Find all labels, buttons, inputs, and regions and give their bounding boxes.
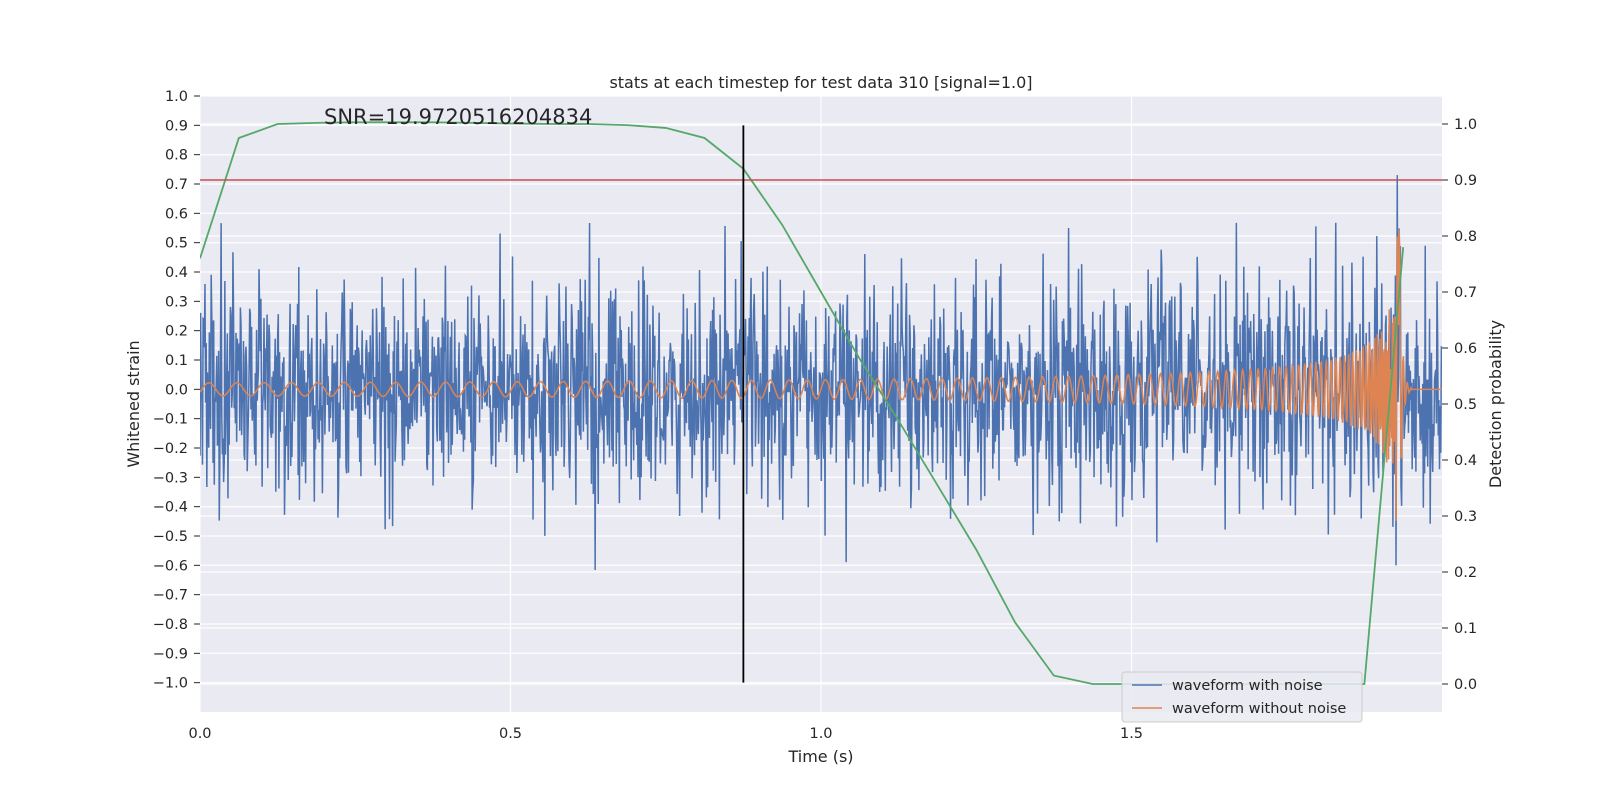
legend-label-clean: waveform without noise — [1172, 701, 1346, 717]
y-tick-label: −0.3 — [153, 470, 188, 486]
y-tick-label: 0.0 — [165, 382, 188, 398]
series-waveform-with-noise — [200, 175, 1442, 571]
chart-title: stats at each timestep for test data 310… — [609, 73, 1032, 92]
y2-tick-label: 0.7 — [1454, 285, 1477, 301]
series-waveform-without-noise — [200, 229, 1442, 521]
x-axis-label: Time (s) — [787, 747, 853, 766]
y-tick-label: −0.6 — [153, 558, 188, 574]
y2-tick-label: 0.0 — [1454, 677, 1477, 693]
y-tick-label: 0.2 — [165, 324, 188, 340]
x-tick-label: 0.5 — [499, 726, 522, 742]
y-tick-label: −0.4 — [153, 500, 188, 516]
x-tick-label: 1.0 — [809, 726, 832, 742]
y-tick-label: 0.5 — [165, 236, 188, 252]
y2-tick-label: 0.6 — [1454, 341, 1477, 357]
y2-tick-label: 0.9 — [1454, 173, 1477, 189]
snr-annotation: SNR=19.9720516204834 — [324, 105, 592, 129]
y-axis-label: Whitened strain — [124, 340, 143, 467]
y-tick-label: −0.7 — [153, 588, 188, 604]
y-tick-label: −0.8 — [153, 617, 188, 633]
y2-tick-label: 0.8 — [1454, 229, 1477, 245]
y-axis-right: 1.0 0.9 0.8 0.7 0.6 0.5 0.4 0.3 0.2 0.1 0.0 — [1442, 117, 1477, 693]
y-tick-label: −0.5 — [153, 529, 188, 545]
y-tick-label: 0.7 — [165, 177, 188, 193]
y2-axis-label: Detection probability — [1486, 320, 1505, 488]
y-tick-label: 1.0 — [165, 89, 188, 105]
y2-tick-label: 0.2 — [1454, 565, 1477, 581]
y2-tick-label: 1.0 — [1454, 117, 1477, 133]
y-tick-label: 0.3 — [165, 294, 188, 310]
y-tick-label: −0.1 — [153, 412, 188, 428]
y-tick-label: 0.9 — [165, 118, 188, 134]
y-tick-label: 0.1 — [165, 353, 188, 369]
y-tick-label: −0.9 — [153, 646, 188, 662]
y-axis-left: 1.0 0.9 0.8 0.7 0.6 0.5 0.4 0.3 0.2 0.1 0.0 −0.1 −0.… — [153, 89, 200, 692]
y-tick-label: −1.0 — [153, 676, 188, 692]
y2-tick-label: 0.1 — [1454, 621, 1477, 637]
y-tick-label: 0.8 — [165, 148, 188, 164]
legend: waveform with noise waveform without noi… — [1121, 671, 1363, 723]
y-tick-label: 0.4 — [165, 265, 188, 281]
y2-tick-label: 0.3 — [1454, 509, 1477, 525]
x-tick-label: 0.0 — [188, 726, 211, 742]
legend-label-noise: waveform with noise — [1172, 678, 1323, 694]
y-tick-label: −0.2 — [153, 441, 188, 457]
x-axis: 0.0 0.5 1.0 1.5 — [188, 726, 1143, 742]
x-tick-label: 1.5 — [1120, 726, 1143, 742]
legend-box — [1121, 671, 1363, 723]
y2-tick-label: 0.4 — [1454, 453, 1477, 469]
y2-tick-label: 0.5 — [1454, 397, 1477, 413]
y-tick-label: 0.6 — [165, 206, 188, 222]
